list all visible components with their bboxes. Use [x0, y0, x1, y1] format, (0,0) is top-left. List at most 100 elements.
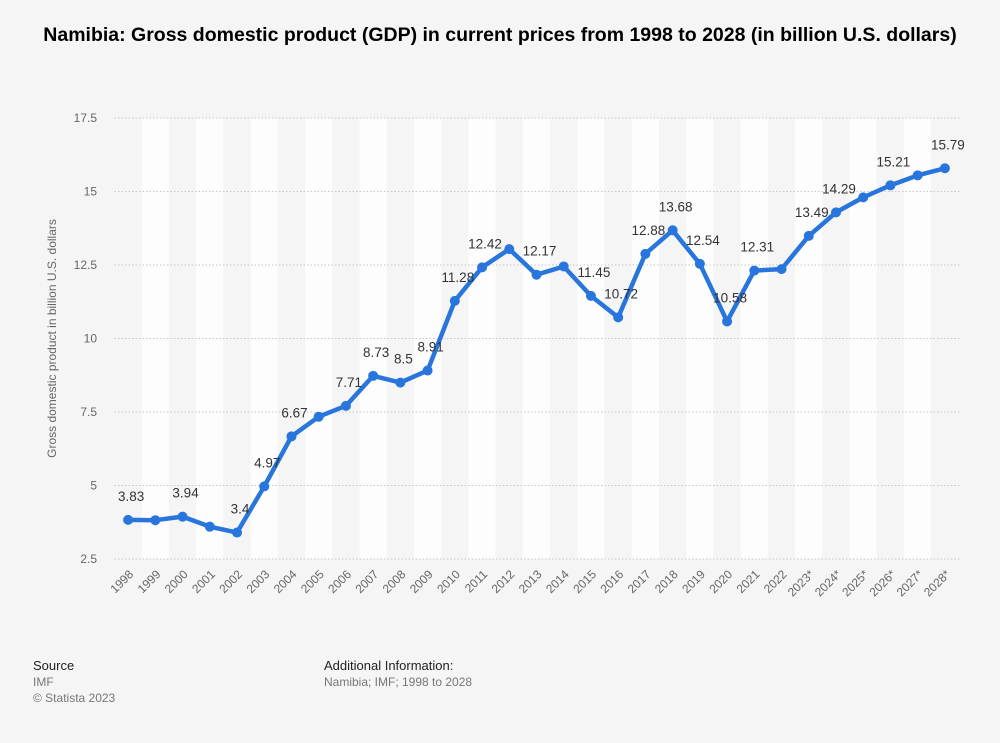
x-tick-label: 2015: [570, 567, 599, 596]
y-tick-label: 5: [90, 479, 97, 493]
data-point: [204, 521, 215, 532]
data-point: [885, 180, 896, 191]
data-label: 12.31: [740, 240, 774, 255]
x-tick-label: 2025*: [839, 567, 871, 599]
data-point: [259, 481, 270, 492]
data-point: [667, 225, 678, 236]
data-point: [613, 312, 624, 323]
x-tick-label: 2013: [516, 567, 545, 596]
x-tick-label: 2016: [598, 567, 627, 596]
y-tick-label: 17.5: [74, 111, 98, 125]
x-tick-label: 2004: [271, 567, 300, 596]
chart-title: Namibia: Gross domestic product (GDP) in…: [43, 24, 957, 46]
data-point: [558, 261, 569, 272]
data-point: [749, 265, 760, 276]
copyright: © Statista 2023: [33, 691, 116, 705]
x-tick-label: 2007: [352, 567, 381, 596]
data-label: 6.67: [281, 405, 307, 420]
data-point: [694, 258, 705, 269]
data-label: 13.68: [659, 199, 693, 214]
x-tick-label: 2012: [489, 567, 518, 596]
x-tick-label: 2003: [244, 567, 273, 596]
data-point: [340, 400, 351, 411]
data-label: 3.4: [231, 502, 250, 517]
x-tick-label: 2000: [162, 567, 191, 596]
x-tick-label: 2017: [625, 567, 654, 596]
y-tick-label: 7.5: [80, 405, 97, 419]
data-point: [640, 248, 651, 259]
data-label: 7.71: [336, 375, 362, 390]
data-point: [585, 290, 596, 301]
x-tick-label: 2028*: [921, 567, 953, 599]
additional-info-block: Additional Information: Namibia; IMF; 19…: [324, 658, 472, 690]
x-tick-label: 2024*: [812, 567, 844, 599]
data-point: [150, 515, 161, 526]
data-point: [776, 264, 787, 275]
data-point: [286, 431, 297, 442]
x-tick-label: 2026*: [866, 567, 898, 599]
x-tick-label: 2018: [652, 567, 681, 596]
y-tick-label: 12.5: [74, 258, 98, 272]
data-point: [368, 370, 379, 381]
data-label: 11.28: [441, 270, 474, 285]
y-tick-label: 10: [84, 332, 98, 346]
x-tick-label: 2020: [706, 567, 735, 596]
data-point: [858, 192, 869, 203]
info-text: Namibia; IMF; 1998 to 2028: [324, 675, 473, 689]
x-tick-label: 2008: [380, 567, 409, 596]
data-point: [449, 295, 460, 306]
data-point: [722, 316, 733, 327]
data-point: [504, 244, 515, 255]
x-tick-label: 2022: [761, 567, 790, 596]
x-tick-label: 2006: [325, 567, 354, 596]
x-tick-label: 2001: [189, 567, 218, 596]
x-tick-label: 1999: [135, 567, 164, 596]
data-label: 15.21: [877, 154, 911, 169]
x-tick-label: 2009: [407, 567, 436, 596]
data-point: [531, 269, 542, 280]
data-point: [123, 514, 134, 525]
data-label: 8.73: [363, 345, 389, 360]
source-name[interactable]: IMF: [33, 675, 54, 689]
source-block: Source IMF © Statista 2023: [33, 658, 115, 706]
data-point: [830, 207, 841, 218]
y-tick-label: 15: [84, 185, 98, 199]
data-point: [477, 262, 488, 273]
data-label: 4.97: [254, 455, 280, 470]
data-point: [912, 170, 923, 181]
x-tick-label: 2002: [216, 567, 245, 596]
data-label: 13.49: [795, 205, 829, 220]
data-label: 3.94: [172, 486, 199, 501]
y-axis-label: Gross domestic product in billion U.S. d…: [45, 219, 59, 458]
data-label: 10.58: [713, 290, 747, 305]
data-label: 15.79: [931, 137, 965, 152]
x-tick-label: 2014: [543, 567, 572, 596]
data-point: [939, 163, 950, 174]
data-label: 12.42: [468, 236, 502, 251]
data-label: 3.83: [118, 489, 144, 504]
data-label: 8.91: [417, 340, 443, 355]
data-label: 12.17: [523, 244, 557, 259]
data-point: [422, 365, 433, 376]
data-point: [395, 377, 406, 388]
data-point: [313, 411, 324, 422]
x-tick-label: 2021: [734, 567, 763, 596]
x-tick-label: 2011: [462, 567, 490, 595]
data-label: 12.88: [632, 223, 666, 238]
data-label: 8.5: [394, 352, 413, 367]
data-label: 11.45: [578, 265, 611, 280]
x-tick-label: 2010: [434, 567, 463, 596]
data-point: [177, 511, 188, 522]
y-tick-label: 2.5: [80, 552, 97, 566]
x-tick-label: 2019: [679, 567, 708, 596]
data-label: 10.72: [604, 286, 638, 301]
source-heading: Source: [33, 658, 75, 673]
data-label: 12.54: [686, 233, 720, 248]
data-label: 14.29: [822, 181, 856, 196]
data-point: [232, 527, 243, 538]
x-tick-label: 2023*: [785, 567, 817, 599]
x-tick-label: 2027*: [894, 567, 926, 599]
x-tick-label: 2005: [298, 567, 327, 596]
x-tick-label: 1998: [107, 567, 136, 596]
